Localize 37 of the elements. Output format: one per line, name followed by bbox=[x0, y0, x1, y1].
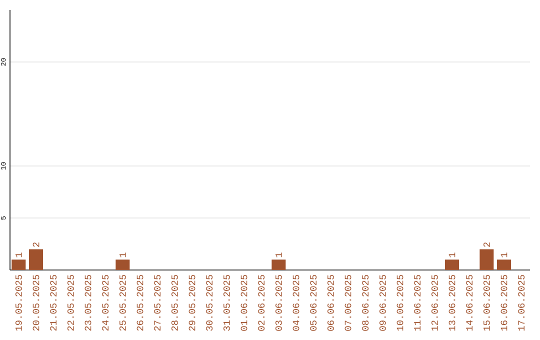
data-label: 2 bbox=[32, 242, 40, 247]
x-tick-label: 10.06.2025 bbox=[396, 274, 404, 331]
x-tick-label: 06.06.2025 bbox=[327, 274, 334, 331]
x-tick-label: 23.05.2025 bbox=[84, 274, 92, 331]
x-tick-label: 02.06.2025 bbox=[258, 274, 265, 331]
x-tick-label: 08.06.2025 bbox=[362, 274, 369, 331]
data-label: 1 bbox=[448, 252, 456, 258]
x-tick-label: 09.06.2025 bbox=[379, 274, 386, 331]
data-label: 2 bbox=[483, 242, 490, 247]
x-tick-label: 05.06.2025 bbox=[310, 274, 317, 331]
data-label: 1 bbox=[16, 252, 22, 258]
x-tick-label: 22.05.2025 bbox=[67, 274, 74, 331]
x-tick-label: 31.05.2025 bbox=[223, 274, 230, 331]
data-label: 1 bbox=[500, 252, 508, 258]
x-tick-label: 29.05.2025 bbox=[188, 274, 196, 331]
x-tick-label: 01.06.2025 bbox=[240, 274, 248, 331]
x-tick-label: 26.05.2025 bbox=[136, 274, 144, 331]
x-tick-label: 27.05.2025 bbox=[154, 274, 161, 331]
x-tick-label: 25.05.2025 bbox=[119, 274, 126, 331]
x-tick-label: 21.05.2025 bbox=[50, 274, 57, 331]
x-tick-label: 07.06.2025 bbox=[344, 274, 352, 331]
data-label: 1 bbox=[120, 252, 126, 258]
x-tick-label: 16.06.2025 bbox=[500, 274, 508, 331]
x-tick-label: 15.06.2025 bbox=[483, 274, 490, 331]
x-tick-label: 14.06.2025 bbox=[466, 274, 473, 331]
x-tick-label: 19.05.2025 bbox=[15, 274, 22, 331]
x-tick-label: 12.06.2025 bbox=[431, 274, 438, 331]
x-tick-label: 04.06.2025 bbox=[292, 274, 300, 331]
data-label: 1 bbox=[276, 252, 282, 258]
x-tick-label: 30.05.2025 bbox=[206, 274, 213, 331]
x-tick-label: 03.06.2025 bbox=[275, 274, 282, 331]
x-tick-label: 11.06.2025 bbox=[414, 274, 421, 331]
x-tick-label: 28.05.2025 bbox=[171, 274, 178, 331]
x-tick-label: 13.06.2025 bbox=[448, 274, 456, 331]
x-tick-label: 20.05.2025 bbox=[32, 274, 40, 331]
x-tick-label: 17.06.2025 bbox=[518, 274, 525, 331]
x-tick-label: 24.05.2025 bbox=[102, 274, 109, 331]
